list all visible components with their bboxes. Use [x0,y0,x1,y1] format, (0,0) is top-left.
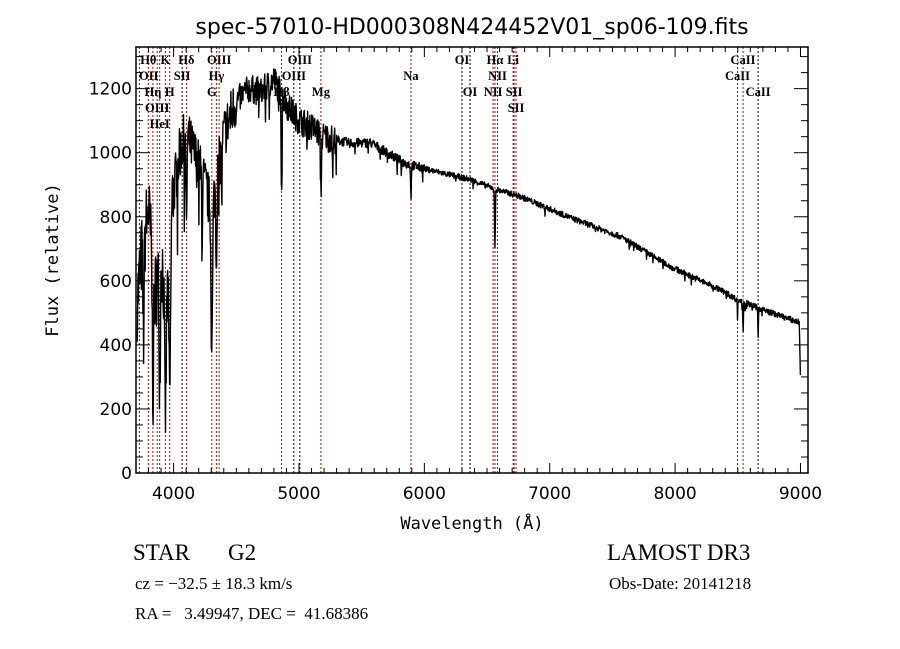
spectral-line-label: SII [506,85,523,99]
spectral-line-label: H [165,85,175,99]
spectral-line-label: CaII [746,85,771,99]
spectral-line-label: Hβ [273,85,290,99]
spectral-line-label: OII [139,69,159,83]
spectral-line-label: G [207,85,217,99]
spectral-line-label: Hδ [178,53,195,67]
spectral-line-label: NII [484,85,503,99]
spectral-line-markers [138,47,759,473]
redshift-text: cz = −32.5 ± 18.3 km/s [135,574,292,593]
y-tick-label: 1200 [89,80,132,100]
spectral-line-label: CaII [725,69,750,83]
x-tick-label: 4000 [152,484,195,504]
survey-name: LAMOST DR3 [607,540,750,565]
spectral-line-label: OIII [282,69,306,83]
y-tick-label: 200 [100,400,132,420]
spectral-line-label: Mg [312,85,331,99]
plot-frame [135,46,809,474]
y-tick-label: 1000 [89,144,132,164]
y-axis-label: Flux (relative) [43,183,63,337]
chart-title: spec-57010-HD000308N424452V01_sp06-109.f… [195,15,748,40]
y-tick-label: 400 [100,336,132,356]
y-tick-label: 800 [100,208,132,228]
spectral-line-label: NII [488,69,507,83]
obs-date: Obs-Date: 20141218 [609,574,751,593]
spectral-line-label: HeI [150,117,170,131]
spectral-line-label: SII [508,101,525,115]
spectral-line-label: OIII [207,53,231,67]
spectral-line-label: CaII [731,53,756,67]
y-tick-label: 0 [121,464,132,484]
spectral-line-label: Hη [145,85,162,99]
spectral-line-label: Li [507,53,519,67]
spectral-line-label: OIII [145,101,169,115]
x-tick-label: 7000 [528,484,571,504]
x-axis-label: Wavelength (Å) [400,512,543,534]
spectral-line-label: SII [174,69,191,83]
x-tick-label: 8000 [653,484,696,504]
x-tick-label: 9000 [779,484,822,504]
spectral-line-label: OI [455,53,470,67]
y-tick-label: 600 [100,272,132,292]
spectral-line-label: OI [463,85,478,99]
spectral-line-label: Hγ [209,69,225,83]
axis-ticks: 4000 5000 6000 7000 8000 9000 0 200 400 600 800 100… [89,47,822,504]
subclass: G2 [228,540,256,565]
x-tick-label: 6000 [403,484,446,504]
coordinates: RA = 3.49947, DEC = 41.68386 [135,604,368,623]
spectral-line-label: K [161,53,171,67]
spectral-line-label: OIII [288,53,312,67]
spectral-line-label: Hθ [140,53,156,67]
spectral-line-label: Hα [487,53,504,67]
x-tick-label: 5000 [277,484,320,504]
spectral-line-labels: OII Hθ Hη OIII HeI K H SII Hδ G Hγ OIII Hβ OIII OIII Mg… [139,53,771,131]
object-type: STAR [133,540,191,565]
spectral-line-label: Na [403,69,419,83]
spectrum-line [136,68,802,434]
